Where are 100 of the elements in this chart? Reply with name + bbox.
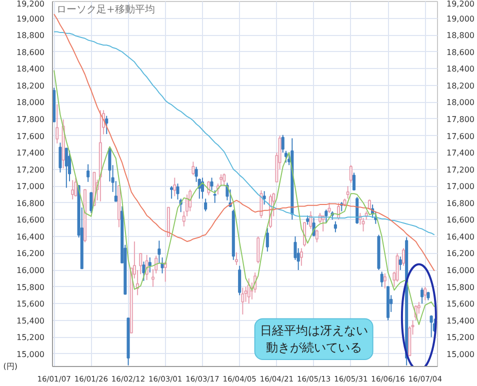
candlestick: [234, 252, 238, 266]
candlestick: [142, 261, 146, 282]
y-tick-label: 17,800: [16, 114, 45, 124]
y2-tick-label: 17,000: [446, 182, 474, 192]
y-tick-label: 18,200: [16, 81, 45, 90]
candlestick: [158, 240, 161, 264]
y-tick-label: 19,200: [16, 0, 45, 8]
y2-tick-label: 18,000: [446, 98, 474, 108]
candlestick: [213, 190, 216, 204]
y2-tick-label: 18,200: [446, 81, 474, 90]
candlestick: [176, 183, 180, 200]
candlestick: [424, 286, 427, 301]
y2-tick-label: 16,200: [446, 249, 474, 258]
candlestick: [300, 248, 303, 266]
y-tick-label: 16,800: [16, 198, 45, 208]
candlestick: [284, 150, 288, 164]
line-series: [54, 70, 435, 326]
candlestick: [148, 256, 152, 274]
candlestick: [173, 177, 176, 197]
y2-tick-label: 17,200: [446, 165, 474, 174]
y2-tick-label: 19,000: [446, 14, 474, 24]
y2-tick-label: 15,000: [446, 350, 474, 359]
candlestick: [328, 202, 331, 214]
y-tick-label: 19,000: [16, 14, 45, 24]
line-series: [54, 31, 435, 236]
candlestick: [380, 271, 384, 288]
y2-tick-label: 15,600: [446, 300, 474, 309]
y-tick-label: 18,400: [16, 64, 45, 74]
candlestick: [241, 287, 244, 315]
candlestick: [139, 252, 142, 275]
y-tick-label: 17,200: [16, 165, 45, 174]
y-tick-label: 17,600: [16, 132, 45, 141]
candlestick: [362, 217, 365, 232]
y-tick-label: 17,000: [16, 182, 45, 192]
candlestick: [352, 172, 356, 191]
y-tick-label: 15,400: [16, 316, 45, 326]
y-tick-label: 15,800: [16, 282, 45, 292]
candlestick: [74, 177, 78, 197]
candlestick: [306, 214, 310, 226]
candlestick: [220, 174, 223, 187]
candlestick: [56, 104, 59, 144]
candlestick: [398, 256, 402, 271]
chart-title: ローソク足+移動平均: [56, 4, 155, 16]
y-tick-label: 15,600: [16, 300, 45, 309]
candlestick: [64, 148, 68, 188]
candlestick: [114, 180, 118, 202]
y2-tick-label: 16,400: [446, 232, 474, 242]
candlestick: [210, 177, 214, 191]
candlestick: [315, 229, 318, 243]
y-tick-label: 16,200: [16, 249, 45, 258]
candlestick: [204, 198, 208, 212]
y-tick-label: 18,000: [16, 98, 45, 108]
candlestick: [266, 228, 269, 252]
candlestick: [247, 278, 250, 304]
y-tick-label: 15,200: [16, 333, 45, 342]
candlestick: [430, 314, 433, 338]
candlestick: [58, 142, 62, 174]
candlestick: [105, 115, 108, 135]
candlestick: [402, 248, 406, 266]
candlestick: [90, 191, 93, 214]
y-tick-label: 16,600: [16, 216, 45, 225]
candlestick: [334, 220, 337, 233]
y2-tick-label: 16,800: [446, 198, 474, 208]
candlestick: [256, 236, 260, 264]
line-series: [54, 14, 435, 272]
candlestick: [222, 173, 226, 187]
candlestick: [71, 180, 74, 200]
candlestick: [281, 134, 284, 154]
y2-tick-label: 17,400: [446, 148, 474, 158]
y-tick-label: 18,600: [16, 48, 45, 57]
y2-tick-label: 15,200: [446, 333, 474, 342]
y-tick-label: 17,400: [16, 148, 45, 158]
candlestick: [170, 186, 174, 200]
y-tick-label: 18,800: [16, 31, 45, 40]
candlestick: [262, 190, 266, 206]
candlestick: [309, 210, 312, 230]
y-axis-title: (円): [3, 362, 18, 371]
y2-tick-label: 18,400: [446, 64, 474, 74]
y2-tick-label: 15,800: [446, 282, 474, 292]
candlestick: [260, 190, 263, 218]
y-tick-label: 16,000: [16, 266, 45, 276]
candlestick: [192, 161, 195, 176]
candlestick: [346, 186, 350, 200]
candlestick: [420, 287, 424, 304]
y-tick-label: 16,400: [16, 232, 45, 242]
y2-tick-label: 17,600: [446, 132, 474, 141]
candlestick: [349, 164, 352, 184]
y2-tick-label: 16,600: [446, 216, 474, 225]
candlestick: [324, 209, 328, 224]
y2-tick-label: 16,000: [446, 266, 474, 276]
y2-tick-label: 15,400: [446, 316, 474, 326]
candlestick: [207, 180, 210, 196]
y2-tick-label: 19,200: [446, 0, 474, 8]
candlestick: [238, 265, 242, 296]
candlestick: [86, 164, 90, 182]
y2-tick-label: 18,600: [446, 48, 474, 57]
candlestick: [383, 272, 386, 289]
y2-tick-label: 18,800: [446, 31, 474, 40]
y2-tick-label: 17,800: [446, 114, 474, 124]
y-tick-label: 15,000: [16, 350, 45, 359]
